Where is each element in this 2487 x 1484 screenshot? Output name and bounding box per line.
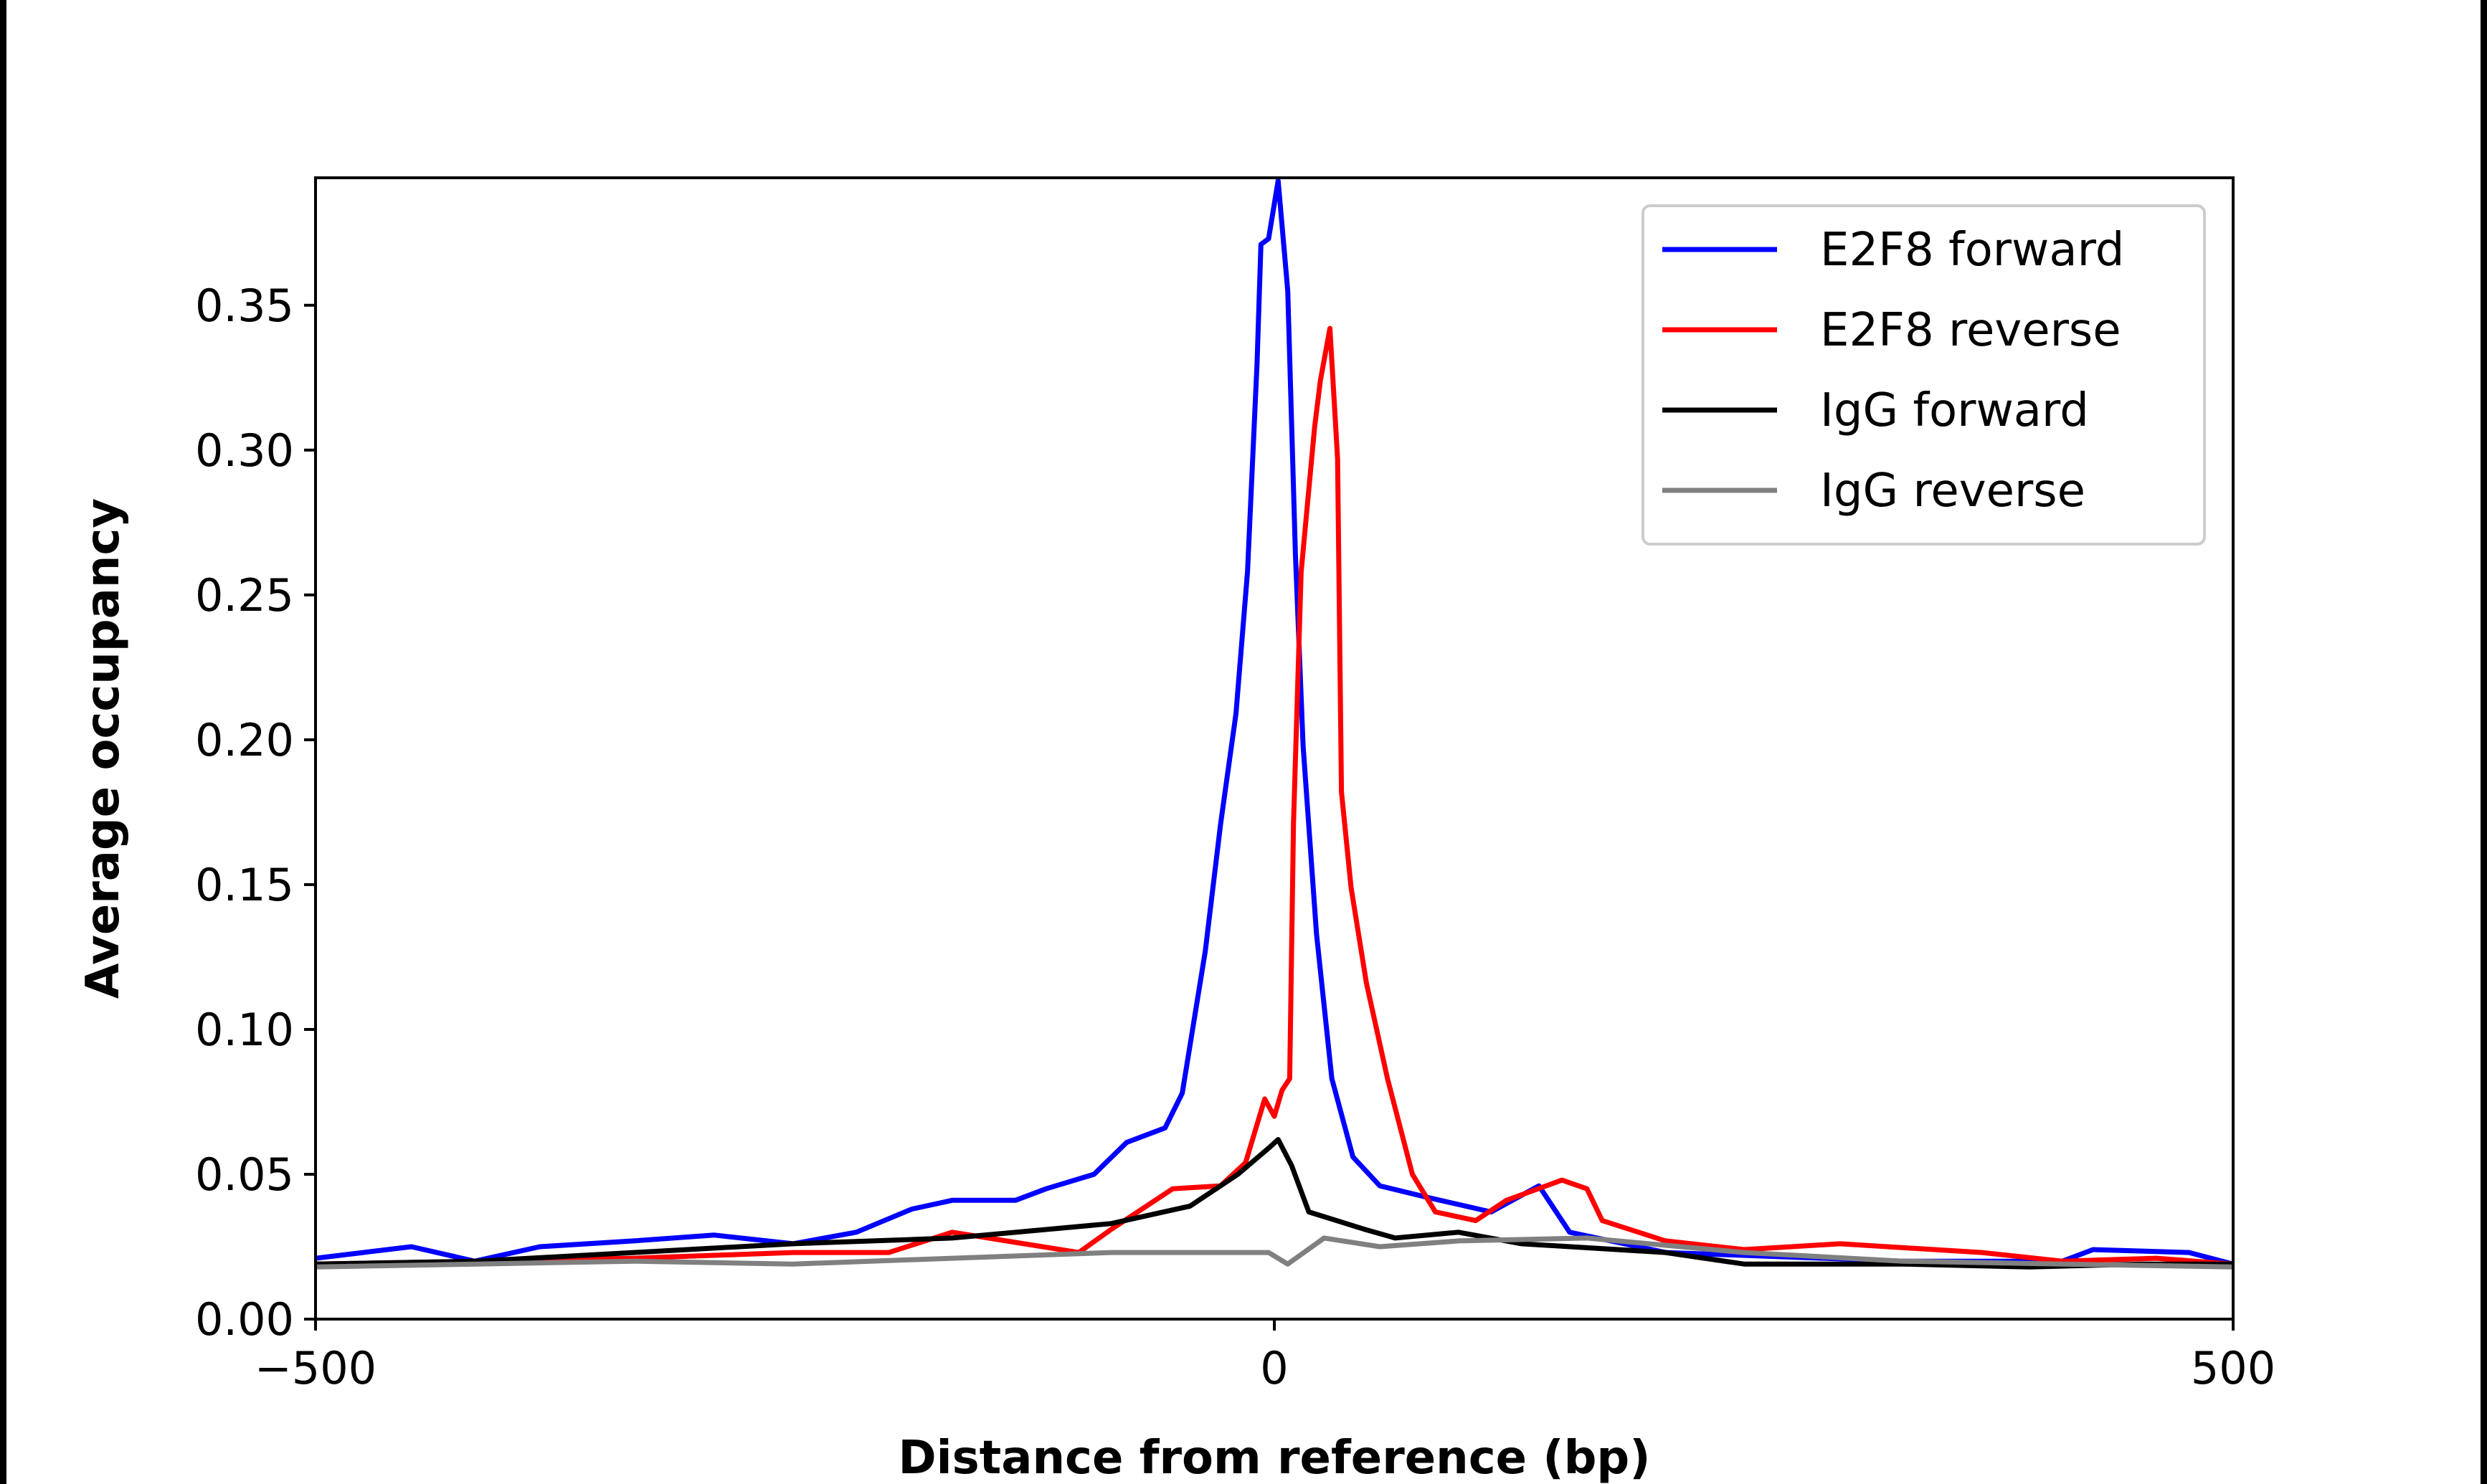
right-border [2481, 0, 2487, 1484]
y-tick-label: 0.10 [195, 1004, 294, 1056]
legend-label: E2F8 reverse [1820, 304, 2121, 357]
x-tick-label: 500 [2191, 1342, 2275, 1394]
y-axis-label: Average occupancy [77, 498, 130, 999]
left-border [0, 0, 6, 1484]
y-tick-label: 0.20 [195, 714, 294, 766]
x-tick-label: −500 [255, 1342, 376, 1394]
series-line-e2f8-reverse [316, 325, 2233, 1267]
series-line-igg-forward [316, 1137, 2233, 1270]
y-tick-label: 0.30 [195, 424, 294, 477]
y-tick-label: 0.25 [195, 569, 294, 622]
y-tick-label: 0.05 [195, 1148, 294, 1201]
y-tick-label: 0.35 [195, 280, 294, 332]
x-axis-label: Distance from reference (bp) [899, 1432, 1651, 1484]
plot-frame [314, 176, 2235, 1321]
x-tick-label: 0 [1260, 1342, 1288, 1394]
legend-label: IgG reverse [1820, 465, 2085, 518]
y-tick-label: 0.15 [195, 859, 294, 911]
legend-label: E2F8 forward [1820, 224, 2124, 277]
y-tick-label: 0.00 [195, 1293, 294, 1346]
legend: E2F8 forward E2F8 reverse IgG forward IgG r… [1642, 204, 2206, 546]
legend-box [1642, 204, 2206, 546]
series-line-igg-reverse [316, 1235, 2233, 1270]
series-line-e2f8-forward [316, 178, 2233, 1267]
legend-label: IgG forward [1820, 384, 2089, 437]
